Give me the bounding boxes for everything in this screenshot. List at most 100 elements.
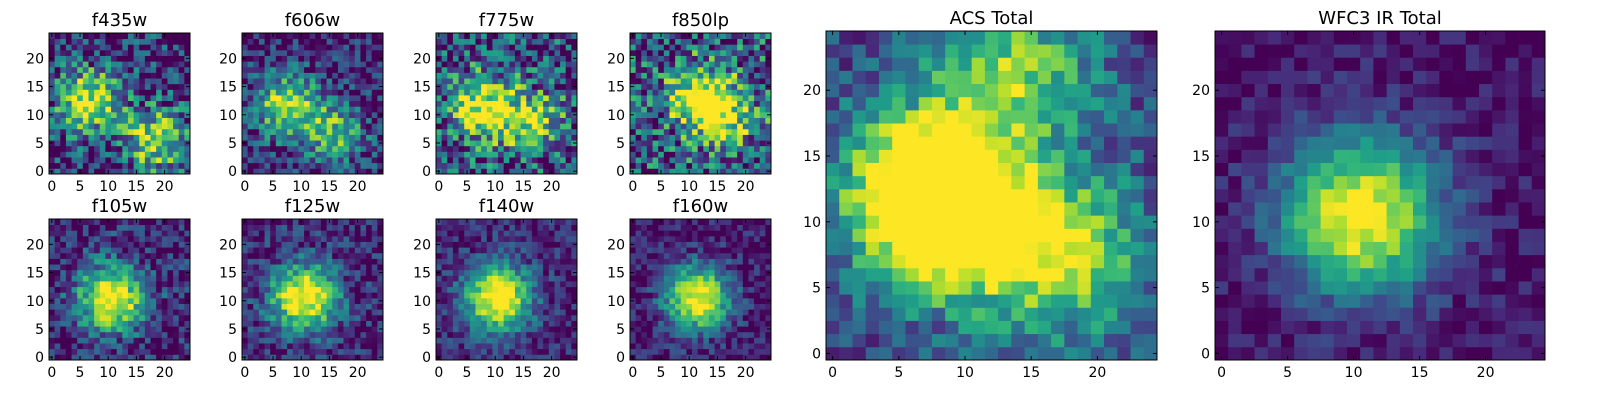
heatmap-cell (309, 219, 316, 226)
heatmap-cell (481, 33, 488, 40)
heatmap-cell (60, 106, 67, 113)
heatmap-cell (326, 61, 333, 68)
heatmap-cell (509, 331, 516, 338)
heatmap-cell (315, 258, 322, 265)
heatmap-cell (270, 337, 277, 344)
heatmap-cell (658, 38, 665, 45)
heatmap-cell (281, 89, 288, 96)
heatmap-cell (298, 151, 305, 158)
heatmap-cell (571, 286, 578, 293)
heatmap-cell (692, 297, 699, 304)
heatmap-cell (161, 275, 168, 282)
heatmap-cell (298, 331, 305, 338)
heatmap-cell (88, 100, 95, 107)
heatmap-cell (349, 292, 356, 299)
heatmap-cell (354, 95, 361, 102)
heatmap-cell (377, 264, 384, 271)
heatmap-cell (486, 100, 493, 107)
heatmap-cell (173, 235, 180, 242)
heatmap-cell (71, 247, 78, 254)
heatmap-cell (349, 78, 356, 85)
heatmap-cell (65, 49, 72, 56)
heatmap-cell (275, 309, 282, 316)
heatmap-cell (242, 106, 249, 113)
heatmap-cell (304, 331, 311, 338)
heatmap-cell (486, 314, 493, 321)
heatmap-cell (748, 55, 755, 62)
heatmap-cell (337, 275, 344, 282)
heatmap-cell (270, 348, 277, 355)
heatmap-cell (116, 95, 123, 102)
heatmap-cell (173, 162, 180, 169)
heatmap-cell (652, 145, 659, 152)
heatmap-cell (742, 320, 749, 327)
heatmap-cell (675, 269, 682, 276)
heatmap-cell (646, 95, 653, 102)
heatmap-cell (526, 72, 533, 79)
heatmap-cell (332, 38, 339, 45)
heatmap-cell (133, 292, 140, 299)
heatmap-cell (65, 224, 72, 231)
heatmap-cell (65, 348, 72, 355)
heatmap-cell (441, 157, 448, 164)
heatmap-cell (503, 326, 510, 333)
heatmap-cell (635, 83, 642, 90)
heatmap-cell (99, 89, 106, 96)
heatmap-cell (315, 292, 322, 299)
heatmap-cell (646, 55, 653, 62)
heatmap-cell (167, 89, 174, 96)
heatmap-cell (88, 145, 95, 152)
heatmap-cell (641, 314, 648, 321)
heatmap-cell (139, 106, 146, 113)
heatmap-cell (270, 128, 277, 135)
heatmap-cell (748, 331, 755, 338)
heatmap-cell (646, 162, 653, 169)
heatmap-cell (127, 264, 134, 271)
heatmap-cell (161, 337, 168, 344)
heatmap-cell (88, 111, 95, 118)
heatmap-cell (714, 106, 721, 113)
heatmap-cell (520, 106, 527, 113)
heatmap-cell (178, 320, 185, 327)
heatmap-cell (481, 89, 488, 96)
heatmap-cell (635, 292, 642, 299)
heatmap-cell (646, 89, 653, 96)
heatmap-cell (441, 281, 448, 288)
heatmap-cell (270, 326, 277, 333)
heatmap-cell (669, 303, 676, 310)
heatmap-cell (82, 145, 89, 152)
heatmap-cell (94, 303, 101, 310)
heatmap-cell (292, 297, 299, 304)
heatmap-cell (298, 145, 305, 152)
heatmap-cell (326, 241, 333, 248)
heatmap-cell (464, 157, 471, 164)
heatmap-cell (720, 314, 727, 321)
heatmap-cell (371, 281, 378, 288)
heatmap-cell (469, 111, 476, 118)
heatmap-cell (304, 61, 311, 68)
heatmap-cell (531, 331, 538, 338)
heatmap-cell (692, 275, 699, 282)
heatmap-cell (697, 123, 704, 130)
heatmap-cell (315, 348, 322, 355)
heatmap-cell (452, 258, 459, 265)
heatmap-cell (571, 89, 578, 96)
heatmap-cell (82, 128, 89, 135)
heatmap-cell (161, 326, 168, 333)
heatmap-cell (332, 66, 339, 73)
heatmap-cell (150, 348, 157, 355)
heatmap-cell (287, 343, 294, 350)
heatmap-cell (714, 162, 721, 169)
heatmap-cell (320, 292, 327, 299)
heatmap-cell (481, 326, 488, 333)
heatmap-cell (292, 269, 299, 276)
heatmap-cell (737, 55, 744, 62)
heatmap-cell (436, 72, 443, 79)
heatmap-cell (65, 140, 72, 147)
heatmap-cell (486, 157, 493, 164)
heatmap-cell (337, 61, 344, 68)
heatmap-cell (469, 269, 476, 276)
heatmap-cell (298, 111, 305, 118)
heatmap-cell (161, 49, 168, 56)
axes-frame (48, 218, 191, 361)
